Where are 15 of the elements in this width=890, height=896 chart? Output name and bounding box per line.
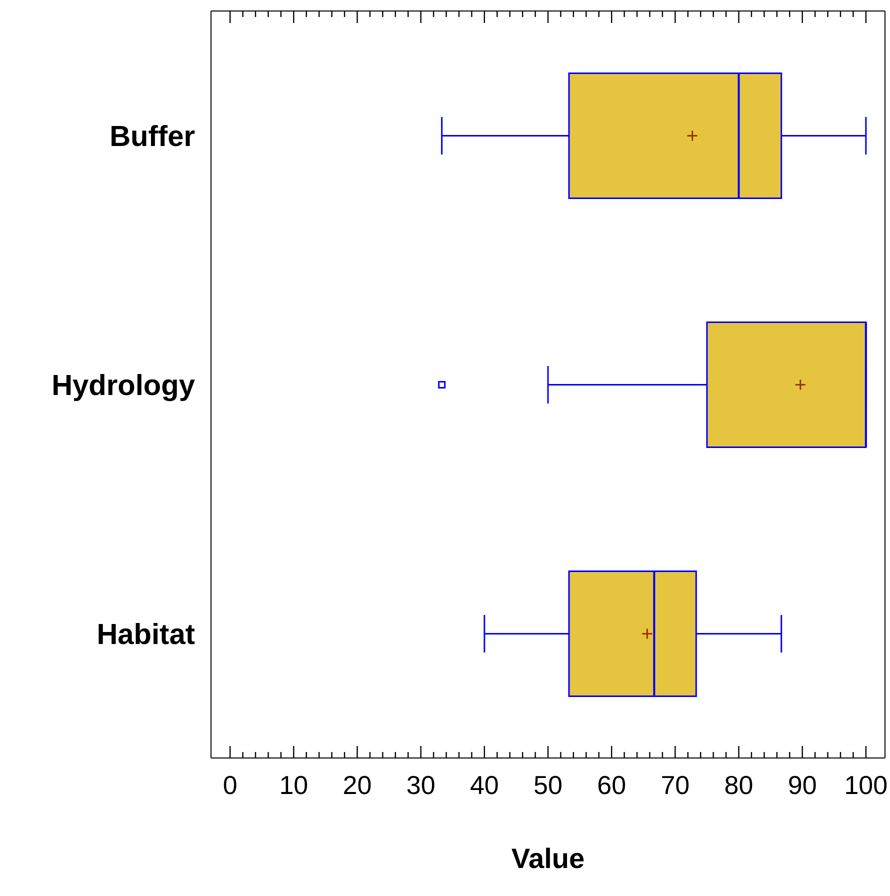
- y-tick-label: Buffer: [110, 120, 195, 153]
- x-tick-label: 40: [470, 770, 499, 800]
- x-tick-label: 50: [534, 770, 562, 800]
- x-tick-label: 60: [597, 770, 626, 800]
- x-tick-label: 100: [844, 770, 888, 800]
- x-tick-label: 80: [724, 770, 754, 800]
- x-tick-label: 30: [406, 770, 436, 800]
- x-tick-label: 10: [279, 770, 308, 800]
- y-tick-label: Hydrology: [52, 370, 195, 402]
- x-tick-label: 0: [222, 770, 238, 800]
- x-tick-label: 20: [342, 770, 372, 800]
- x-axis-title: Value: [511, 843, 585, 874]
- x-tick-label: 90: [788, 770, 817, 800]
- x-tick-label: 70: [660, 770, 690, 800]
- y-tick-label: Habitat: [96, 618, 196, 651]
